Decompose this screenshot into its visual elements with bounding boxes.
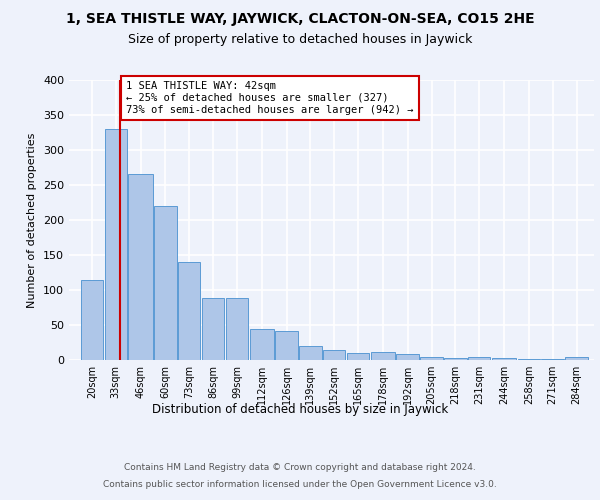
Bar xyxy=(371,352,395,360)
Bar xyxy=(226,298,248,360)
Bar xyxy=(250,328,274,360)
Bar xyxy=(492,358,516,360)
Bar xyxy=(81,280,103,360)
Text: Size of property relative to detached houses in Jaywick: Size of property relative to detached ho… xyxy=(128,32,472,46)
Bar xyxy=(541,358,564,360)
Bar xyxy=(421,356,443,360)
Text: 1, SEA THISTLE WAY, JAYWICK, CLACTON-ON-SEA, CO15 2HE: 1, SEA THISTLE WAY, JAYWICK, CLACTON-ON-… xyxy=(65,12,535,26)
Text: 1 SEA THISTLE WAY: 42sqm
← 25% of detached houses are smaller (327)
73% of semi-: 1 SEA THISTLE WAY: 42sqm ← 25% of detach… xyxy=(126,82,413,114)
Bar xyxy=(397,354,419,360)
Bar xyxy=(323,350,346,360)
Bar xyxy=(178,262,200,360)
Text: Distribution of detached houses by size in Jaywick: Distribution of detached houses by size … xyxy=(152,402,448,415)
Bar xyxy=(518,358,540,360)
Bar xyxy=(565,356,588,360)
Text: Contains HM Land Registry data © Crown copyright and database right 2024.: Contains HM Land Registry data © Crown c… xyxy=(124,464,476,472)
Bar xyxy=(128,174,153,360)
Bar xyxy=(299,346,322,360)
Bar xyxy=(468,356,490,360)
Bar xyxy=(347,353,370,360)
Bar xyxy=(154,206,176,360)
Bar xyxy=(202,298,224,360)
Y-axis label: Number of detached properties: Number of detached properties xyxy=(28,132,37,308)
Bar xyxy=(275,330,298,360)
Text: Contains public sector information licensed under the Open Government Licence v3: Contains public sector information licen… xyxy=(103,480,497,489)
Bar xyxy=(104,129,127,360)
Bar xyxy=(444,358,467,360)
